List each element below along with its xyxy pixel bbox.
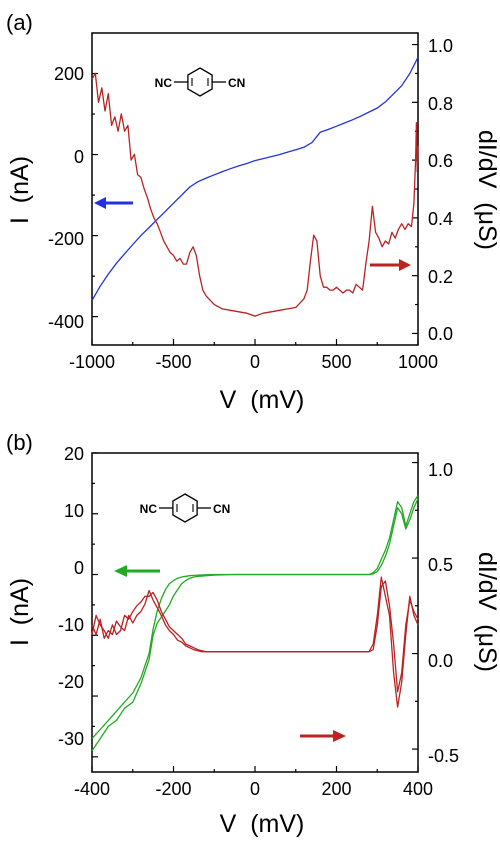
molecule-icon: NC CN — [140, 493, 230, 523]
panel-b-label: (b) — [6, 430, 33, 455]
x-tick-label: 200 — [321, 779, 351, 799]
panel-a: (a) -1000 -500 0 500 1000 200 0 -200 -40… — [6, 10, 500, 414]
y-right-tick-label: 0.2 — [428, 267, 453, 287]
y-left-tick-label: -200 — [48, 229, 84, 249]
y-left-tick-label: 200 — [54, 64, 84, 84]
y-left-axis-label: I (nA) — [6, 578, 34, 646]
x-tick-label: 400 — [403, 779, 433, 799]
didv-curve-2 — [91, 576, 419, 708]
panel-b: (b) -400 -200 0 200 400 20 10 0 -10 -20 … — [6, 430, 500, 838]
y-left-tick-label: 0 — [74, 558, 84, 578]
y-left-tick-label: -20 — [58, 672, 84, 692]
x-tick-label: 0 — [250, 352, 260, 372]
y-right-tick-label: 0.0 — [428, 651, 453, 671]
panel-a-frame — [91, 32, 419, 346]
y-right-tick-label: 1.0 — [428, 460, 453, 480]
x-tick-label: 500 — [321, 352, 351, 372]
x-tick-label: -200 — [155, 779, 191, 799]
y-left-tick-label: -10 — [58, 615, 84, 635]
y-left-tick-label: -30 — [58, 729, 84, 749]
molecule-left-group: NC — [140, 502, 158, 516]
y-right-tick-label: 0.4 — [428, 209, 453, 229]
left-arrow-icon — [114, 565, 160, 577]
x-tick-label: -1000 — [69, 352, 115, 372]
current-curve-1 — [91, 498, 419, 740]
y-right-tick-label: 0.6 — [428, 151, 453, 171]
didv-curve-3 — [91, 580, 419, 693]
panel-b-ticks — [91, 452, 419, 772]
x-tick-label: 0 — [250, 779, 260, 799]
y-right-tick-label: 0.0 — [428, 324, 453, 344]
x-axis-label: V (mV) — [220, 810, 305, 838]
y-right-tick-label: 0.8 — [428, 94, 453, 114]
left-arrow-icon — [94, 197, 133, 209]
x-tick-label: -400 — [74, 779, 110, 799]
panel-b-frame — [91, 452, 419, 773]
x-tick-label: 1000 — [398, 352, 438, 372]
y-right-tick-label: 0.5 — [428, 555, 453, 575]
molecule-left-group: NC — [155, 76, 173, 90]
y-right-tick-label: -0.5 — [428, 746, 459, 766]
y-left-tick-label: 10 — [64, 501, 84, 521]
molecule-right-group: CN — [213, 502, 230, 516]
right-arrow-icon — [370, 259, 411, 271]
panel-a-label: (a) — [6, 10, 33, 35]
panel-a-ticks — [91, 43, 419, 345]
y-left-tick-label: 0 — [74, 147, 84, 167]
y-right-axis-label: dI/dV (μS) — [473, 552, 500, 672]
y-left-axis-label: I (nA) — [6, 156, 34, 224]
y-left-tick-label: -400 — [48, 312, 84, 332]
y-right-tick-label: 1.0 — [428, 36, 453, 56]
molecule-icon: NC CN — [155, 67, 245, 97]
current-curve-0 — [91, 57, 419, 301]
current-curve-0 — [91, 495, 419, 752]
y-left-tick-label: 20 — [64, 444, 84, 464]
panel-b-plot-area — [91, 495, 419, 752]
didv-curve-1 — [91, 72, 419, 317]
y-right-axis-label: dI/dV (μS) — [473, 130, 500, 250]
right-arrow-icon — [300, 730, 346, 742]
molecule-right-group: CN — [228, 76, 245, 90]
x-axis-label: V (mV) — [220, 386, 305, 414]
panel-a-plot-area — [91, 57, 419, 317]
x-tick-label: -500 — [155, 352, 191, 372]
